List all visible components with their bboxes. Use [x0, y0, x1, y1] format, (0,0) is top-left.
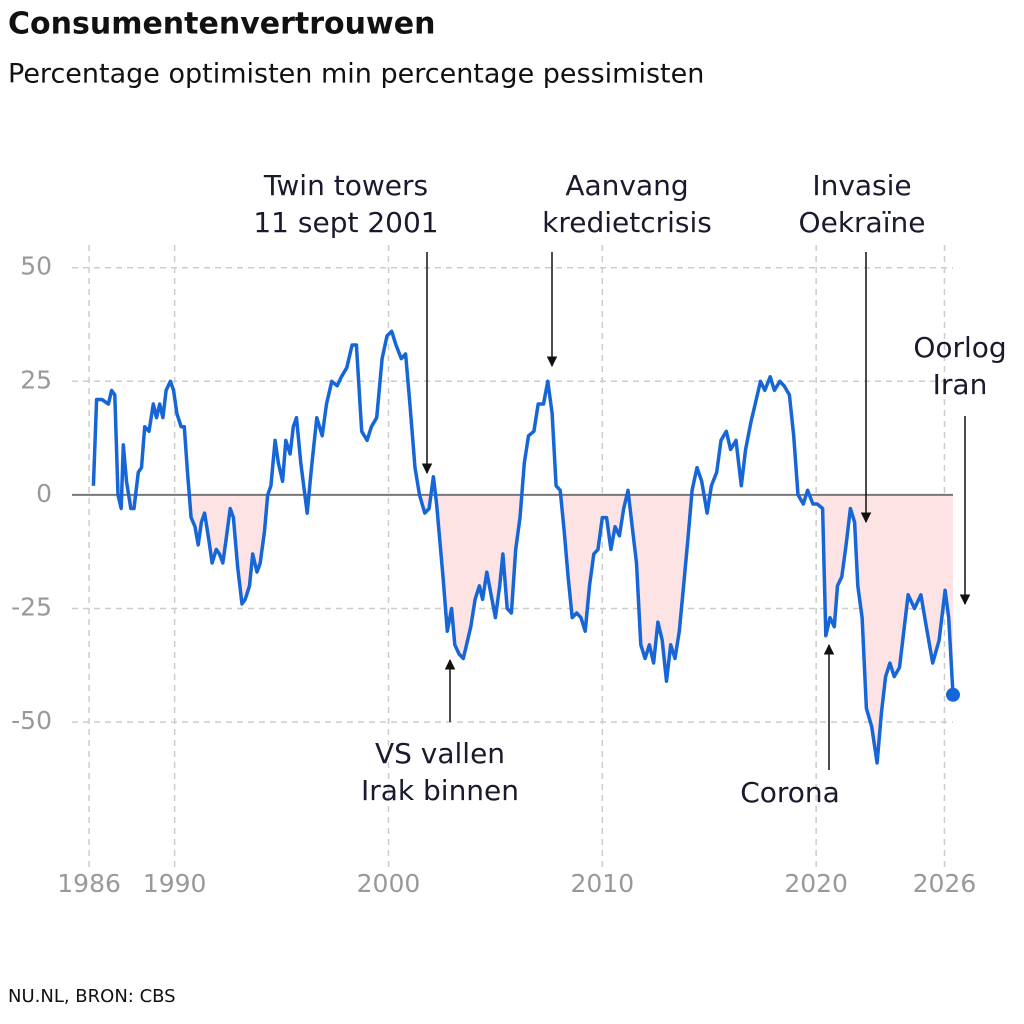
annotation: VS vallen: [375, 737, 505, 770]
annotation: 11 sept 2001: [253, 206, 438, 239]
y-tick-label: 0: [36, 479, 52, 508]
source: NU.NL, BRON: CBS: [8, 986, 176, 1007]
x-tick-label: 1990: [143, 869, 207, 898]
y-tick-label: -50: [11, 706, 52, 735]
annotation: Oekraïne: [799, 206, 926, 239]
data-line: [91, 329, 955, 765]
chart-title: Consumentenvertrouwen: [8, 7, 435, 42]
annotation: Corona: [740, 776, 840, 809]
x-tick-label: 2000: [357, 869, 421, 898]
annotation: Invasie: [812, 169, 911, 202]
x-tick-label: 2026: [913, 869, 977, 898]
y-tick-label: 50: [20, 252, 52, 281]
annotation: kredietcrisis: [542, 206, 712, 239]
annotation: Twin towers: [263, 169, 428, 202]
annotation: Iran: [933, 368, 988, 401]
y-tick-label: 25: [20, 365, 52, 394]
x-tick-label: 2020: [784, 869, 848, 898]
end-marker: [946, 687, 960, 702]
annotation: Aanvang: [565, 169, 688, 202]
x-tick-label: 2010: [570, 869, 634, 898]
annotation: Oorlog: [913, 331, 1006, 364]
annotation: Irak binnen: [361, 774, 519, 807]
chart-subtitle: Percentage optimisten min percentage pes…: [8, 59, 704, 90]
x-tick-label: 1986: [57, 869, 121, 898]
y-tick-label: -25: [11, 592, 52, 621]
